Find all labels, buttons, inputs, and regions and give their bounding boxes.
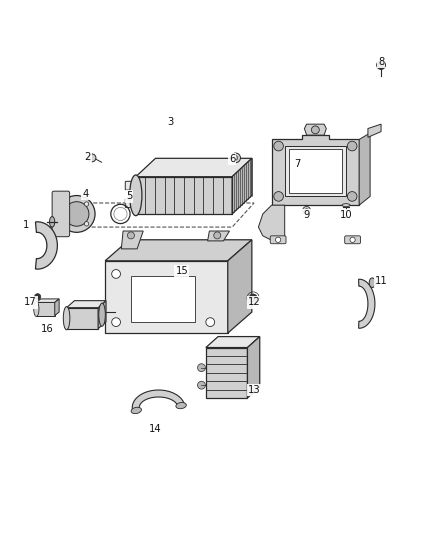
Polygon shape <box>55 299 59 316</box>
Polygon shape <box>228 240 252 333</box>
Polygon shape <box>35 222 57 269</box>
Polygon shape <box>359 279 375 328</box>
Circle shape <box>88 154 96 162</box>
Text: 17: 17 <box>24 297 37 308</box>
Circle shape <box>214 232 221 239</box>
Polygon shape <box>285 146 346 197</box>
Circle shape <box>233 156 238 160</box>
Polygon shape <box>304 124 326 135</box>
Polygon shape <box>206 348 247 398</box>
Circle shape <box>127 232 134 239</box>
Text: 5: 5 <box>126 191 132 201</box>
Polygon shape <box>136 158 252 177</box>
Ellipse shape <box>176 402 186 409</box>
Ellipse shape <box>49 216 55 227</box>
Text: 7: 7 <box>295 159 301 168</box>
Polygon shape <box>272 135 359 205</box>
Circle shape <box>85 202 89 206</box>
Polygon shape <box>247 336 260 398</box>
FancyBboxPatch shape <box>270 236 286 244</box>
Circle shape <box>274 191 283 201</box>
Text: 10: 10 <box>340 210 352 220</box>
Polygon shape <box>132 390 184 411</box>
Polygon shape <box>258 205 285 240</box>
Circle shape <box>274 141 283 151</box>
Circle shape <box>305 209 308 212</box>
Text: 9: 9 <box>304 210 310 220</box>
Text: 13: 13 <box>248 385 260 395</box>
Circle shape <box>276 237 281 243</box>
Circle shape <box>64 202 69 206</box>
Polygon shape <box>359 133 370 205</box>
FancyBboxPatch shape <box>131 276 195 322</box>
Text: 4: 4 <box>82 189 88 199</box>
Polygon shape <box>67 308 98 329</box>
Ellipse shape <box>99 303 105 326</box>
Circle shape <box>112 318 120 327</box>
FancyBboxPatch shape <box>52 191 70 237</box>
Circle shape <box>303 206 311 214</box>
Text: 15: 15 <box>175 266 188 276</box>
Polygon shape <box>136 177 232 214</box>
Text: 1: 1 <box>23 220 29 230</box>
Text: 8: 8 <box>378 56 384 67</box>
Ellipse shape <box>342 204 350 207</box>
Polygon shape <box>36 299 59 302</box>
Text: 3: 3 <box>168 117 174 127</box>
Circle shape <box>377 61 385 69</box>
Polygon shape <box>208 231 230 241</box>
Text: 12: 12 <box>247 297 261 308</box>
Circle shape <box>350 237 355 243</box>
Polygon shape <box>289 149 342 193</box>
Circle shape <box>231 153 240 163</box>
Text: 16: 16 <box>41 324 54 334</box>
Polygon shape <box>67 301 106 308</box>
Text: 6: 6 <box>229 154 235 164</box>
Ellipse shape <box>34 302 39 317</box>
Polygon shape <box>36 302 55 316</box>
Circle shape <box>249 294 257 302</box>
Circle shape <box>64 222 69 226</box>
Polygon shape <box>105 261 228 333</box>
FancyBboxPatch shape <box>345 236 360 244</box>
Text: 14: 14 <box>149 424 162 434</box>
Polygon shape <box>105 240 252 261</box>
Text: 11: 11 <box>374 276 388 286</box>
Circle shape <box>64 201 89 226</box>
Polygon shape <box>121 231 143 249</box>
Polygon shape <box>206 336 260 348</box>
Circle shape <box>206 318 215 327</box>
Ellipse shape <box>131 407 141 414</box>
Circle shape <box>347 191 357 201</box>
Circle shape <box>112 270 120 278</box>
Polygon shape <box>232 158 252 214</box>
FancyBboxPatch shape <box>125 181 137 190</box>
Ellipse shape <box>130 175 142 216</box>
Polygon shape <box>368 124 381 138</box>
Ellipse shape <box>63 306 70 330</box>
Text: 2: 2 <box>85 152 91 162</box>
Ellipse shape <box>369 278 375 287</box>
Circle shape <box>198 364 205 372</box>
Circle shape <box>311 126 319 134</box>
Circle shape <box>58 196 95 232</box>
Polygon shape <box>98 301 106 329</box>
Circle shape <box>85 222 89 226</box>
Circle shape <box>35 294 41 300</box>
FancyBboxPatch shape <box>125 199 137 207</box>
Circle shape <box>198 381 205 389</box>
Circle shape <box>347 141 357 151</box>
